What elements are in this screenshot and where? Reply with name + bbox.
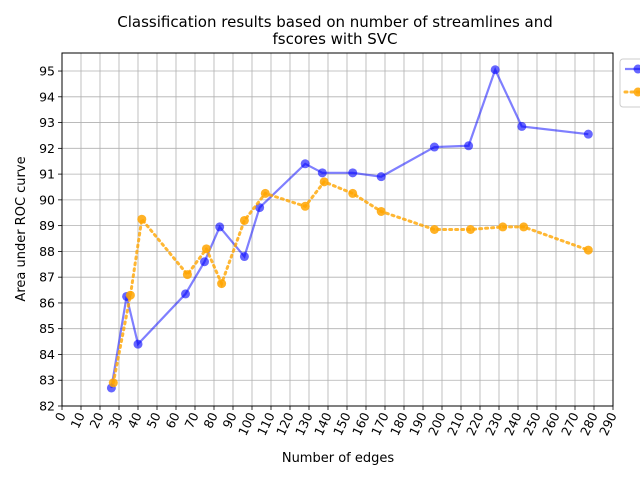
x-tick-label: 80 [200, 410, 220, 431]
x-tick-label: 100 [235, 410, 259, 438]
x-tick-label: 270 [558, 410, 582, 438]
x-tick-label: 240 [501, 410, 525, 438]
x-tick-label: 90 [219, 410, 239, 431]
y-axis: 82 83 84 85 86 87 88 89 90 91 92 93 94 95 [39, 64, 62, 414]
series-0-point [239, 252, 249, 262]
legend-marker-0 [633, 64, 640, 74]
x-tick-label: 140 [311, 410, 335, 438]
series-1-point [239, 215, 249, 225]
x-tick-label: 120 [273, 410, 297, 438]
x-tick-label: 50 [143, 410, 163, 431]
y-tick-label: 90 [39, 192, 55, 207]
x-tick-label: 170 [368, 410, 392, 438]
series-1-point [108, 378, 118, 388]
series-layer [106, 65, 593, 393]
series-0-point [490, 65, 500, 75]
x-tick-label: 220 [463, 410, 487, 438]
series-0-point [181, 289, 190, 299]
x-tick-label: 150 [330, 410, 354, 438]
series-1-point [519, 222, 529, 232]
y-tick-label: 82 [39, 399, 55, 414]
series-1-point [137, 214, 147, 224]
x-tick-label: 20 [86, 410, 106, 431]
legend-marker-1 [633, 87, 640, 97]
series-0-line [110, 66, 589, 389]
x-tick-label: 70 [181, 410, 201, 431]
y-tick-label: 88 [39, 244, 55, 259]
x-tick-label: 280 [577, 410, 601, 438]
series-1-point [319, 177, 329, 187]
x-tick-label: 40 [124, 410, 144, 431]
x-tick-label: 200 [425, 410, 449, 438]
series-1-point [583, 245, 593, 255]
x-tick-label: 210 [444, 410, 468, 438]
series-1-point [348, 188, 358, 198]
series-1-point [300, 201, 310, 211]
x-tick-label: 250 [520, 410, 544, 438]
y-tick-label: 84 [39, 347, 55, 362]
series-0-point [464, 141, 474, 151]
y-axis-title: Area under ROC curve [14, 156, 29, 301]
series-1-point [182, 270, 192, 280]
series-0-point [429, 142, 439, 152]
x-tick-label: 60 [162, 410, 182, 431]
y-tick-label: 92 [39, 141, 55, 156]
x-tick-label: 230 [482, 410, 506, 438]
x-axis-title: Number of edges [282, 451, 395, 466]
x-axis: 0102030405060708090100110120130140150160… [52, 406, 620, 438]
series-1-point [466, 225, 475, 234]
series-0-point [300, 159, 310, 169]
y-tick-label: 87 [39, 270, 55, 285]
series-1-point [429, 225, 439, 234]
y-tick-label: 95 [39, 64, 55, 79]
series-1-point [201, 244, 211, 254]
x-tick-label: 260 [539, 410, 563, 438]
x-tick-label: 190 [406, 410, 430, 438]
x-tick-label: 110 [254, 410, 278, 438]
x-tick-label: 160 [349, 410, 373, 438]
series-1-point [498, 222, 508, 232]
y-tick-label: 91 [39, 167, 55, 182]
series-0-point [317, 168, 327, 178]
y-tick-label: 89 [39, 218, 55, 233]
plot-frame [61, 52, 614, 407]
series-0-point [200, 257, 209, 267]
y-tick-label: 85 [39, 321, 55, 336]
series-0-point [348, 168, 358, 178]
x-tick-label: 30 [105, 410, 125, 431]
chart-title-line-2: fscores with SVC [272, 30, 397, 48]
x-tick-label: 10 [67, 410, 87, 431]
x-tick-label: 180 [387, 410, 411, 438]
y-tick-label: 93 [39, 115, 55, 130]
series-1-point [376, 206, 386, 216]
series-1-line [111, 180, 590, 385]
y-tick-label: 83 [39, 373, 55, 388]
legend [619, 58, 640, 108]
y-tick-label: 94 [39, 89, 55, 104]
series-0-point [517, 121, 527, 131]
series-0-point [376, 172, 386, 182]
series-0-point [133, 339, 143, 349]
series-1 [108, 177, 593, 388]
series-1-point [217, 279, 227, 289]
x-tick-label: 290 [596, 410, 620, 438]
series-1-point [125, 290, 135, 300]
chart-title-line-1: Classification results based on number o… [117, 13, 553, 31]
series-0-point [583, 129, 593, 139]
series-0-point [255, 203, 265, 213]
series-0-point [215, 222, 225, 232]
y-tick-label: 86 [39, 295, 55, 310]
series-1-point [260, 188, 270, 198]
x-tick-label: 130 [292, 410, 316, 438]
